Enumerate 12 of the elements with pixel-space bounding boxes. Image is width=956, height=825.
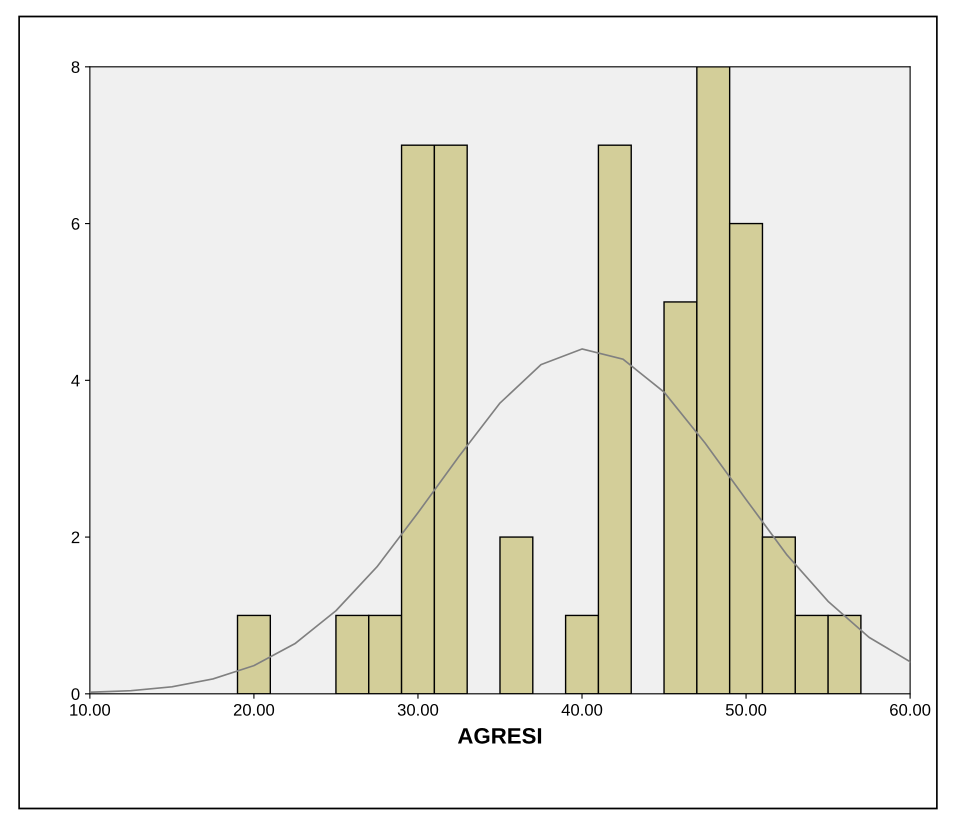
x-tick-label: 60.00 (890, 704, 930, 716)
y-tick-label: 4 (71, 374, 80, 386)
y-tick-label: 6 (72, 218, 80, 230)
y-tick-label: 8 (72, 61, 80, 74)
x-tick-label: 10.00 (70, 704, 110, 716)
y-tick-label: 0 (72, 688, 80, 700)
x-axis-title: AGRESI (458, 728, 542, 744)
x-tick-label: 40.00 (562, 704, 602, 716)
x-tick-label: 20.00 (234, 704, 274, 716)
y-tick-label: 2 (72, 531, 80, 544)
x-tick-label: 50.00 (726, 704, 766, 716)
x-tick-label: 30.00 (398, 704, 438, 716)
